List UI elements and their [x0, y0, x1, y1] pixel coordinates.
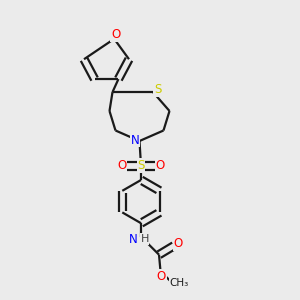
Text: H: H — [140, 234, 149, 244]
Text: O: O — [157, 270, 166, 283]
Text: N: N — [129, 232, 138, 246]
Text: S: S — [154, 83, 161, 96]
Text: S: S — [137, 159, 145, 172]
Text: O: O — [111, 28, 120, 41]
Text: O: O — [174, 237, 183, 250]
Text: N: N — [131, 134, 140, 147]
Text: CH₃: CH₃ — [169, 278, 189, 288]
Text: O: O — [156, 159, 165, 172]
Text: O: O — [117, 159, 126, 172]
